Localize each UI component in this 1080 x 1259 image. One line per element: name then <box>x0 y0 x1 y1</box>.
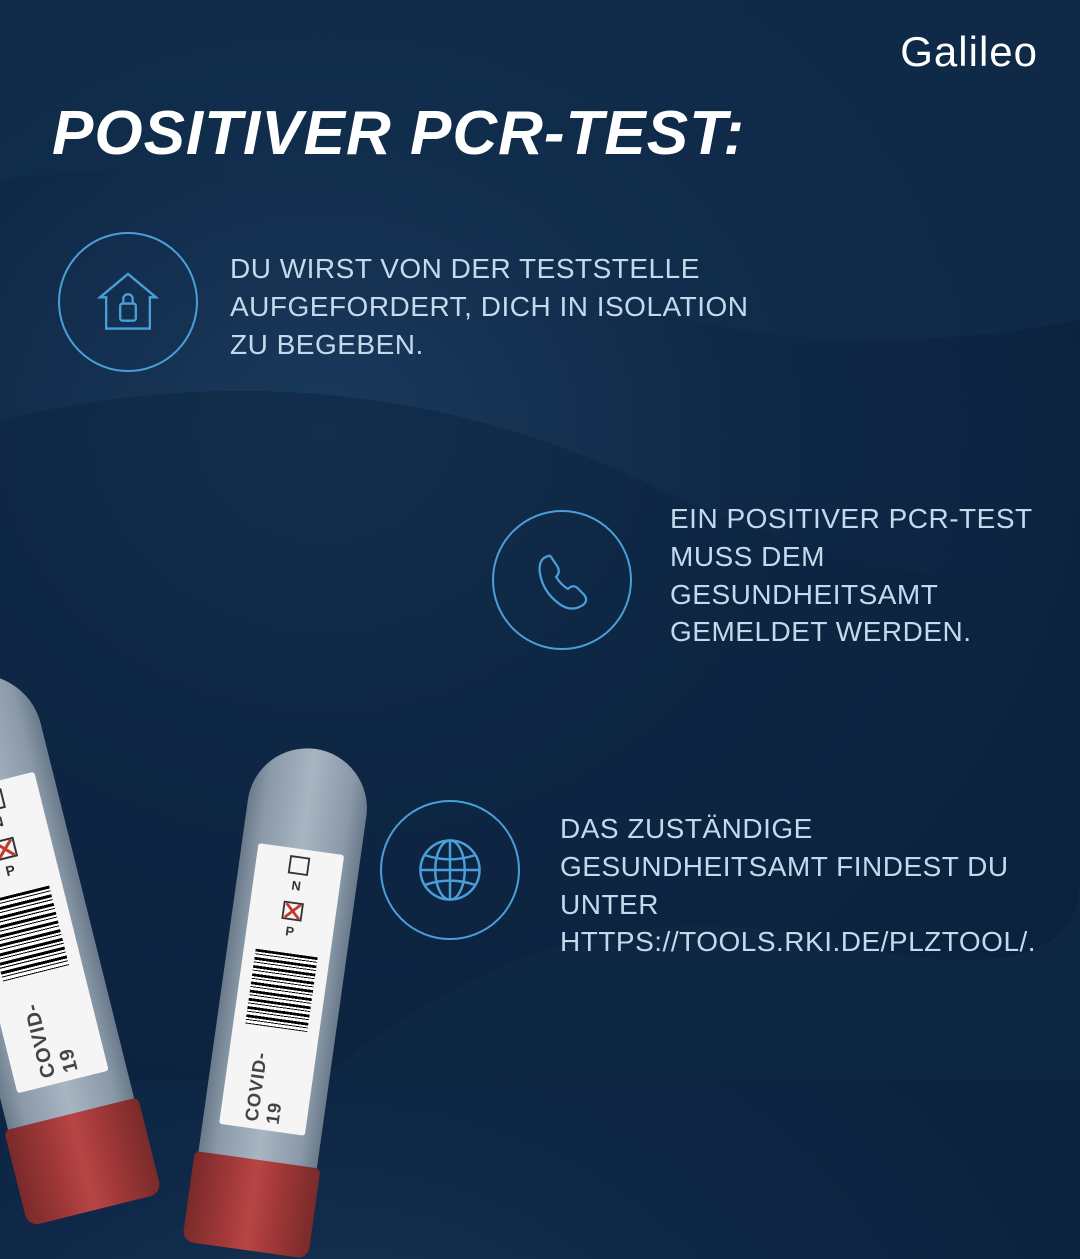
isolation-icon <box>58 232 198 372</box>
globe-icon <box>380 800 520 940</box>
isolation-text: DU WIRST VON DER TESTSTELLE AUFGEFORDERT… <box>230 250 790 363</box>
test-tube-front: N P COVID-19 <box>0 661 158 1226</box>
barcode-icon <box>245 949 318 1032</box>
checkbox-n-icon <box>288 855 311 876</box>
brand-logo: Galileo <box>900 28 1038 76</box>
checkbox-n-icon <box>0 788 6 813</box>
test-tube-back: N P COVID-19 <box>186 741 375 1259</box>
checkbox-p-icon <box>0 837 18 862</box>
option-p-label: P <box>4 862 17 880</box>
phone-icon <box>492 510 632 650</box>
checkbox-p-icon <box>281 901 304 922</box>
tube-title: COVID-19 <box>242 1037 295 1125</box>
option-n-label: N <box>291 878 302 894</box>
option-p-label: P <box>284 924 295 940</box>
website-text: DAS ZUSTÄNDIGE GESUNDHEITSAMT FINDEST DU… <box>560 810 1060 961</box>
tube-title: COVID-19 <box>17 981 84 1080</box>
barcode-icon <box>0 886 69 981</box>
page-title: POSITIVER PCR-TEST: <box>52 98 745 169</box>
option-n-label: N <box>0 813 5 831</box>
report-text: EIN POSITIVER PCR-TEST MUSS DEM GESUNDHE… <box>670 500 1050 651</box>
